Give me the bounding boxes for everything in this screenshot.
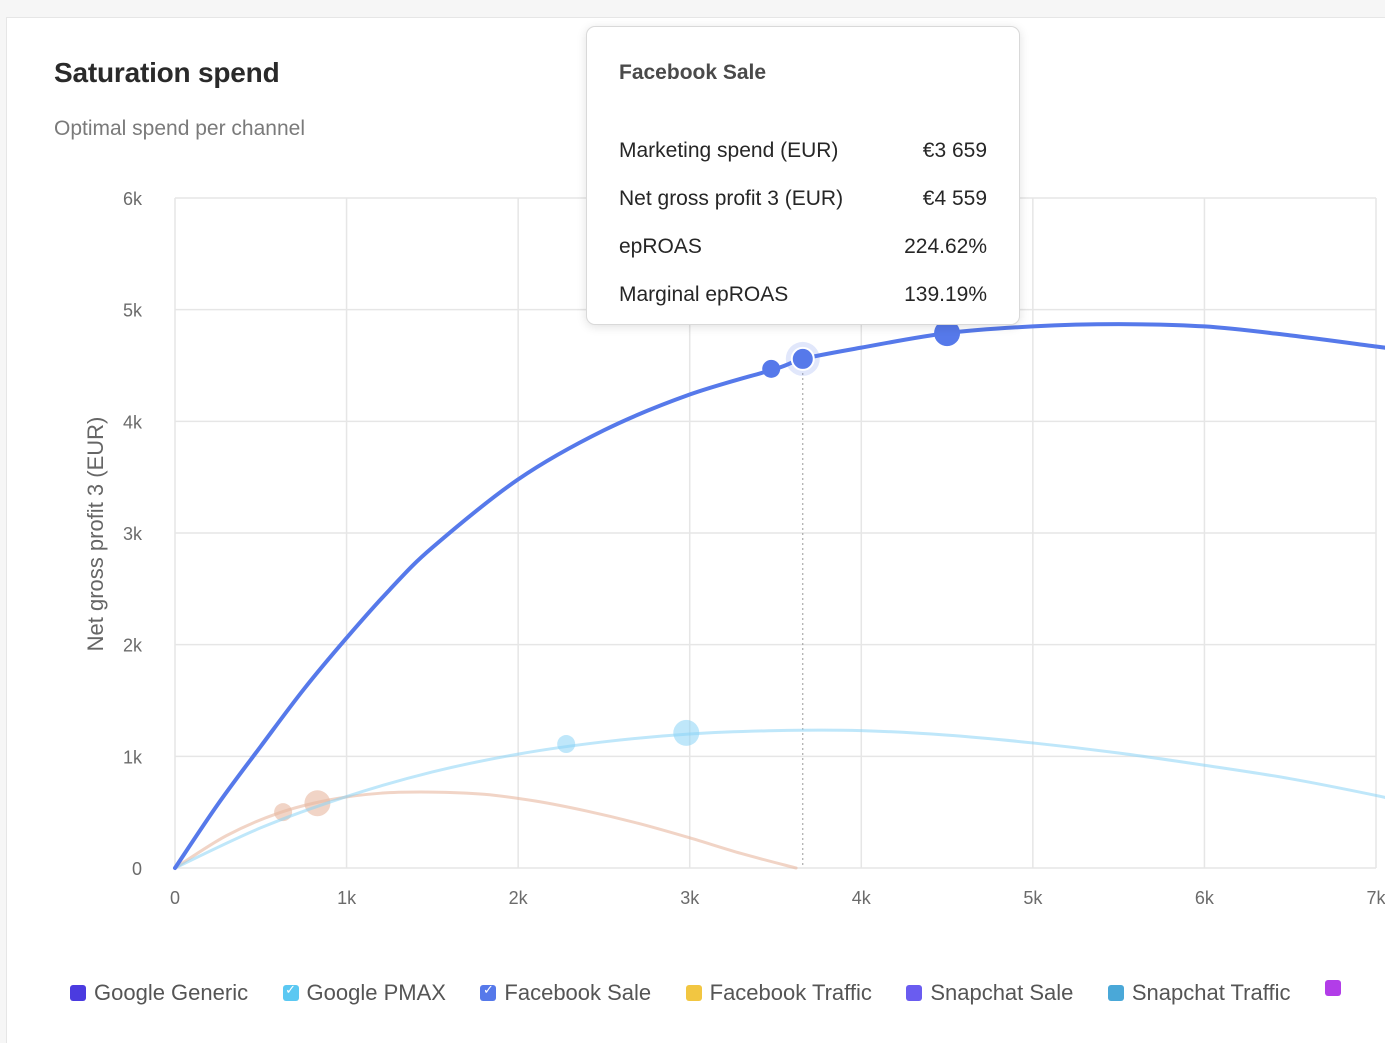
y-axis-label: Net gross profit 3 (EUR) [83, 417, 108, 652]
tooltip-label: Marketing spend (EUR) [619, 139, 839, 162]
tooltip-title: Facebook Sale [619, 61, 767, 84]
series-line-google-pmax [173, 728, 1385, 870]
legend-item-facebook-traffic[interactable]: Facebook Traffic [685, 980, 872, 1006]
legend-swatch [685, 985, 702, 1001]
x-tick-label: 0 [170, 888, 180, 908]
page-subtitle: Optimal spend per channel [54, 117, 305, 140]
legend-item-google-generic[interactable]: Google Generic [70, 980, 248, 1006]
check-icon: ✓ [285, 982, 296, 997]
legend-label: Google PMAX [306, 980, 446, 1005]
chart-tooltip: Facebook Sale Marketing spend (EUR) €3 6… [586, 26, 1020, 325]
series-line-facebook-sale [173, 322, 1385, 870]
x-tick-label: 7k [1366, 888, 1385, 908]
tooltip-value: 139.19% [904, 283, 987, 306]
check-icon: ✓ [482, 982, 494, 997]
legend-label: Snapchat Sale [930, 980, 1074, 1005]
x-tick-label: 2k [509, 888, 529, 908]
y-tick-label: 0 [132, 859, 142, 879]
tooltip-label: Net gross profit 3 (EUR) [619, 187, 844, 210]
legend-item-more[interactable] [1324, 980, 1349, 996]
legend-item-snapchat-sale[interactable]: Snapchat Sale [906, 980, 1073, 1006]
y-tick-label: 6k [123, 189, 143, 209]
series-line-series [173, 790, 798, 870]
y-tick-label: 5k [123, 301, 143, 321]
page-title: Saturation spend [54, 57, 280, 88]
legend-label: Google Generic [94, 980, 249, 1005]
data-point-large [673, 719, 700, 746]
tooltip-value: €4 559 [922, 187, 987, 210]
x-tick-label: 4k [852, 888, 872, 908]
legend-item-snapchat-traffic[interactable]: Snapchat Traffic [1107, 980, 1291, 1006]
x-tick-label: 5k [1023, 888, 1043, 908]
y-tick-label: 3k [123, 524, 143, 544]
tooltip-row-eproas: epROAS 224.62% [619, 235, 987, 263]
data-point-small [762, 359, 781, 378]
x-tick-label: 1k [337, 888, 357, 908]
legend-swatch [1107, 985, 1124, 1001]
legend-label: Facebook Traffic [709, 980, 872, 1005]
legend-swatch [906, 985, 923, 1001]
tooltip-row-marginal-eproas: Marginal epROAS 139.19% [619, 283, 987, 311]
legend-item-facebook-sale[interactable]: ✓ Facebook Sale [480, 980, 651, 1006]
x-tick-label: 6k [1195, 888, 1215, 908]
y-tick-label: 1k [123, 747, 143, 767]
y-tick-label: 4k [123, 412, 143, 432]
legend-swatch [1324, 980, 1341, 996]
legend-swatch: ✓ [480, 982, 497, 1001]
tooltip-label: epROAS [619, 235, 702, 258]
data-point-hovered [790, 346, 815, 371]
chart-series[interactable] [173, 320, 1385, 870]
legend-swatch [70, 985, 86, 1001]
legend-label: Facebook Sale [504, 980, 652, 1005]
y-tick-label: 2k [123, 636, 143, 656]
tooltip-label: Marginal epROAS [619, 283, 789, 306]
chart-axes: 0 1k 2k 3k 4k 5k 6k 7k 0 1k 2k 3k 4k 5k 6k [123, 189, 1385, 908]
data-point-large [934, 320, 961, 347]
chart-legend: Google Generic ✓ Google PMAX ✓ Facebook … [70, 980, 1385, 1010]
tooltip-value: €3 659 [922, 139, 987, 162]
x-tick-label: 3k [680, 888, 700, 908]
legend-label: Snapchat Traffic [1131, 980, 1291, 1005]
legend-item-google-pmax[interactable]: ✓ Google PMAX [282, 980, 446, 1006]
tooltip-row-net-gross-profit: Net gross profit 3 (EUR) €4 559 [619, 187, 987, 215]
data-point-small [557, 735, 576, 754]
tooltip-value: 224.62% [904, 235, 987, 258]
legend-swatch: ✓ [282, 982, 299, 1001]
tooltip-row-marketing-spend: Marketing spend (EUR) €3 659 [619, 139, 987, 167]
